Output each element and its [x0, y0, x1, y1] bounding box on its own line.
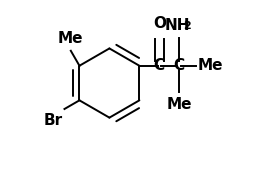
Text: C: C	[174, 58, 185, 73]
Text: 2: 2	[183, 21, 191, 31]
Text: C: C	[154, 58, 165, 73]
Text: Me: Me	[167, 97, 192, 112]
Text: NH: NH	[165, 18, 190, 33]
Text: Me: Me	[58, 31, 84, 46]
Text: O: O	[153, 16, 166, 31]
Text: Br: Br	[44, 113, 63, 128]
Text: Me: Me	[197, 58, 223, 73]
